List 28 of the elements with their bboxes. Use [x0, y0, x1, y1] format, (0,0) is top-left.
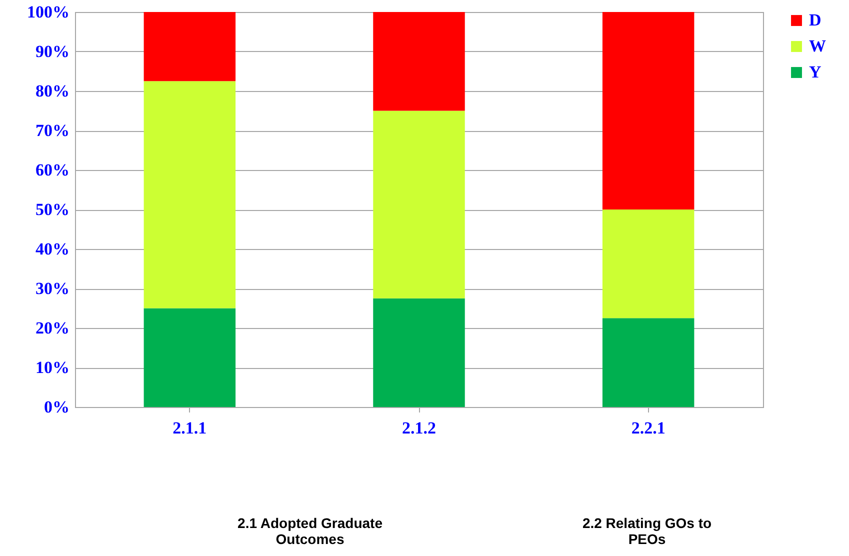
legend-label: W — [809, 36, 826, 56]
x-tick-label: 2.1.1 — [172, 418, 207, 438]
bar — [373, 12, 465, 111]
y-tick-label: 50% — [36, 200, 70, 219]
bar — [602, 210, 694, 318]
bar — [144, 81, 236, 308]
bar — [373, 298, 465, 407]
bar — [602, 12, 694, 210]
bar — [144, 308, 236, 407]
y-tick-label: 40% — [36, 240, 70, 258]
legend-label: D — [809, 10, 822, 30]
x-tick-label: 2.2.1 — [631, 418, 666, 438]
text: 2.1 Adopted Graduate Outcomes — [238, 515, 383, 547]
legend-label: Y — [809, 62, 822, 82]
text: 2.2 Relating GOs to PEOs — [582, 515, 712, 547]
y-tick-label: 10% — [36, 358, 70, 377]
bar — [373, 110, 465, 298]
y-tick-label: 20% — [36, 318, 70, 338]
y-tick-label: 70% — [36, 121, 70, 140]
bar — [602, 318, 694, 407]
y-tick-label: 90% — [36, 42, 70, 61]
y-tick-label: 100% — [27, 2, 70, 22]
y-tick-label: 30% — [36, 279, 70, 298]
x-tick-label: 2.1.2 — [402, 418, 436, 438]
y-tick-label: 0% — [44, 398, 70, 416]
y-tick-label: 80% — [36, 82, 70, 100]
bar — [144, 12, 236, 82]
y-tick-label: 60% — [36, 160, 70, 180]
